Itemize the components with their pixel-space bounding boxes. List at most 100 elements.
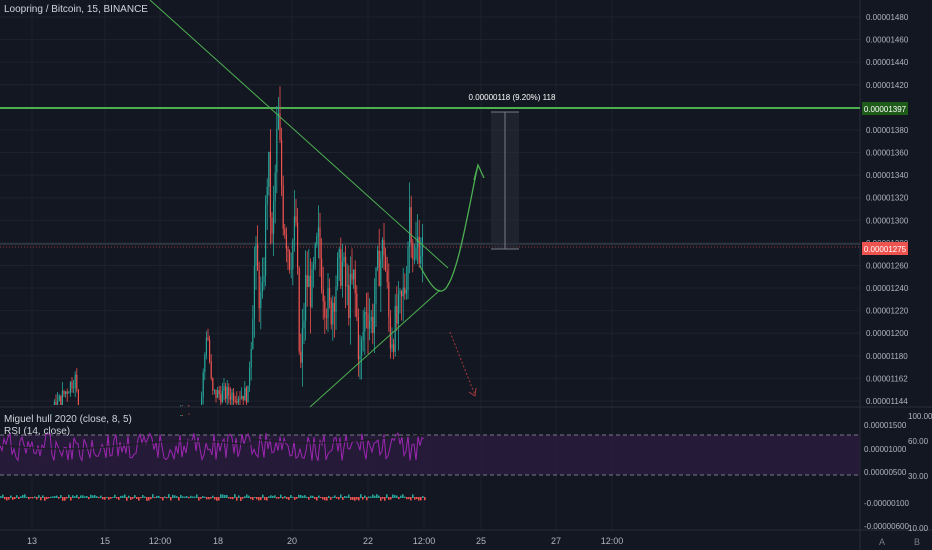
- histogram-bar: [260, 497, 262, 501]
- histogram-bar: [230, 497, 232, 499]
- histogram-bar: [314, 497, 316, 499]
- histogram-bar: [182, 496, 184, 498]
- histogram-bar: [42, 495, 44, 498]
- histogram-bar: [334, 495, 336, 498]
- candle-body: [209, 339, 211, 362]
- histogram-bar: [354, 497, 356, 501]
- candle-body: [271, 217, 273, 234]
- histogram-bar: [86, 495, 88, 498]
- candle-body: [65, 391, 67, 394]
- time-tick-label: 12:00: [149, 536, 172, 546]
- candle-body: [244, 387, 246, 401]
- candle-body: [277, 113, 279, 129]
- histogram-bar: [340, 494, 342, 498]
- candle-body: [301, 328, 303, 363]
- histogram-bar: [116, 497, 118, 499]
- histogram-bar: [40, 497, 42, 501]
- candle-body: [263, 275, 265, 283]
- candle-body: [60, 395, 62, 405]
- histogram-bar: [208, 497, 210, 500]
- candle-body: [298, 267, 300, 352]
- histogram-bar: [60, 494, 62, 498]
- histogram-bar: [18, 497, 20, 499]
- candle-body: [73, 387, 75, 389]
- log-scale-button[interactable]: B: [914, 537, 921, 547]
- price-tick-label: 0.00001162: [866, 374, 908, 383]
- candle-body: [364, 312, 366, 332]
- histogram-bar: [176, 496, 178, 498]
- histogram-bar: [62, 497, 64, 501]
- histogram-bar: [72, 495, 74, 498]
- ascending-trendline[interactable]: [309, 289, 441, 408]
- price-tick-label: 0.00001480: [866, 13, 909, 22]
- candle-body: [316, 236, 318, 245]
- histogram-bar: [418, 497, 420, 501]
- candle-body: [269, 151, 271, 218]
- histogram-bar: [296, 497, 298, 499]
- price-tick-label: 0.00001340: [866, 171, 909, 180]
- candle-body: [282, 185, 284, 229]
- histogram-bar: [66, 497, 68, 499]
- candle-body: [354, 269, 356, 294]
- histogram-bar: [198, 497, 200, 501]
- histogram-bar: [26, 496, 28, 498]
- histogram-bar: [22, 494, 24, 498]
- candle-body: [357, 316, 359, 360]
- price-tick-label: 0.00001360: [866, 149, 909, 158]
- candle-body: [373, 304, 375, 333]
- histogram-bar: [32, 497, 34, 499]
- histogram-bar: [232, 497, 234, 500]
- indicator-axis[interactable]: 100.00 60.00 30.00 10.00 0.00001500 0.0000100…: [864, 412, 932, 533]
- histogram-bar: [82, 495, 84, 498]
- histogram-bar: [126, 497, 128, 501]
- histogram-bar: [134, 495, 136, 498]
- histogram-bar: [114, 494, 116, 498]
- histogram-bar: [244, 496, 246, 498]
- candles: [50, 86, 423, 416]
- histogram-bar: [138, 497, 140, 501]
- candle-body: [292, 240, 294, 269]
- histogram-bar: [68, 494, 70, 498]
- histogram-bar: [202, 496, 204, 498]
- histogram-bar: [46, 497, 48, 500]
- histogram-bar: [164, 496, 166, 498]
- histogram-bar: [410, 497, 412, 501]
- downside-arrow[interactable]: [449, 331, 476, 396]
- candle-body: [228, 387, 230, 396]
- histogram-bar: [298, 494, 300, 498]
- measure-label: 0.00000118 (9.20%) 118: [469, 93, 556, 102]
- histogram-bar: [372, 494, 374, 498]
- histogram-bar: [174, 495, 176, 498]
- histogram-bar: [364, 495, 366, 498]
- osc-tick-label: 0.00001500: [864, 421, 907, 430]
- rsi-tick-label: 10.00: [908, 524, 929, 533]
- time-axis[interactable]: 13 15 12:00 18 20 22 12:00 25 27 12:00: [27, 536, 623, 546]
- histogram-bar: [184, 496, 186, 498]
- price-axis[interactable]: 0.00001480 0.00001460 0.00001440 0.00001420…: [866, 13, 909, 406]
- histogram-bar: [272, 495, 274, 498]
- projection-path[interactable]: [419, 162, 485, 292]
- candle-body: [50, 414, 52, 416]
- histogram-bar: [92, 495, 94, 498]
- histogram-bar: [34, 496, 36, 498]
- candle-body: [396, 306, 398, 324]
- auto-scale-button[interactable]: A: [879, 537, 886, 547]
- histogram-bar: [312, 495, 314, 498]
- candle-body: [405, 290, 407, 294]
- histogram-bar: [284, 496, 286, 498]
- candle-body: [367, 313, 369, 329]
- histogram-bar: [76, 494, 78, 498]
- histogram-bar: [120, 495, 122, 498]
- candle-body: [281, 139, 283, 186]
- candle-body: [239, 398, 241, 400]
- candle-body: [399, 291, 401, 295]
- candle-body: [290, 268, 292, 270]
- histogram-bar: [390, 497, 392, 500]
- osc-tick-label: -0.00000100: [864, 499, 909, 508]
- histogram-bar: [258, 497, 260, 501]
- price-tick-label: 0.00001240: [866, 284, 909, 293]
- candle-body: [180, 415, 182, 416]
- histogram-bar: [74, 496, 76, 498]
- descending-trendline[interactable]: [149, 0, 449, 269]
